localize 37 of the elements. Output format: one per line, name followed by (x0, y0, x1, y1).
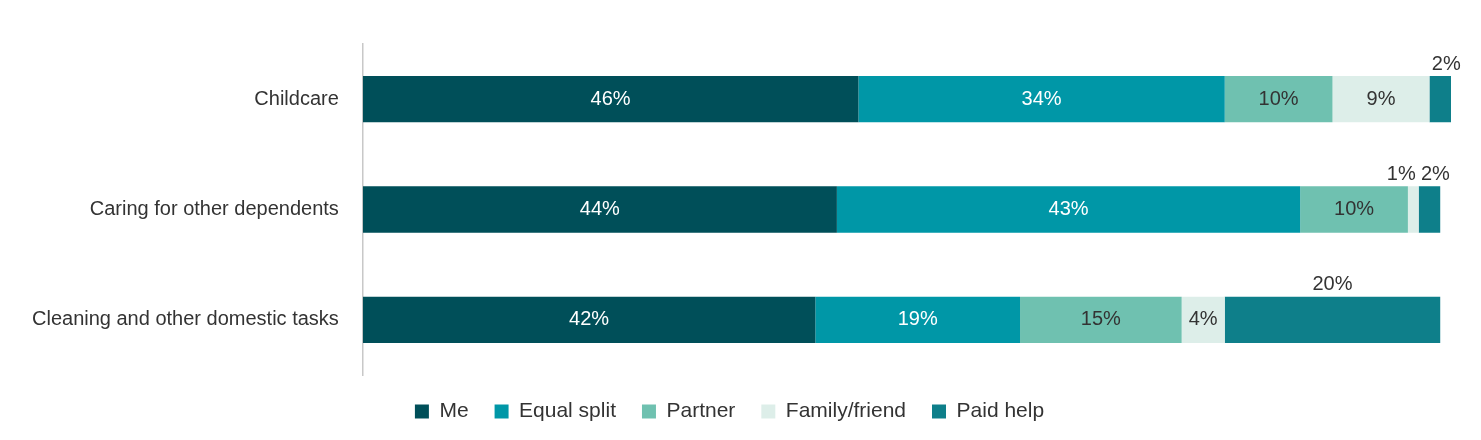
data-label: 46% (590, 86, 631, 109)
data-label: 10% (1258, 86, 1299, 109)
bar (1300, 186, 1408, 233)
data-label: 9% (1366, 86, 1396, 109)
data-label: 15% (1080, 307, 1122, 330)
data-label: 43% (1048, 197, 1089, 220)
bar (362, 186, 837, 233)
bar (362, 296, 816, 343)
data-label: 19% (897, 307, 938, 330)
bar (362, 76, 859, 123)
y-tick-label: Childcare (254, 86, 339, 109)
bar (1429, 76, 1451, 123)
bar (1020, 296, 1182, 343)
data-label: 42% (569, 307, 610, 330)
bar (1224, 296, 1441, 343)
data-label: 2% (1421, 161, 1451, 184)
legend-label: Family/friend (785, 398, 907, 422)
data-label: 20% (1312, 272, 1353, 295)
y-tick-label: Cleaning and other domestic tasks (31, 307, 339, 330)
data-label: 34% (1021, 86, 1062, 109)
bar (815, 296, 1021, 343)
bar (1332, 76, 1430, 123)
legend-label: Me (439, 398, 469, 422)
data-label: 4% (1188, 307, 1218, 330)
bar (836, 186, 1301, 233)
bar (1407, 186, 1419, 233)
data-label: 2% (1431, 51, 1461, 74)
legend-label: Partner (666, 398, 736, 422)
data-label: 1% (1386, 161, 1416, 184)
bar (1418, 186, 1441, 233)
bar (858, 76, 1225, 123)
bar (1224, 76, 1333, 123)
y-tick-label: Caring for other dependents (89, 197, 339, 220)
data-label: 10% (1334, 197, 1375, 220)
legend-label: Equal split (519, 398, 617, 422)
legend-label: Paid help (956, 398, 1045, 422)
data-label: 44% (579, 197, 621, 220)
